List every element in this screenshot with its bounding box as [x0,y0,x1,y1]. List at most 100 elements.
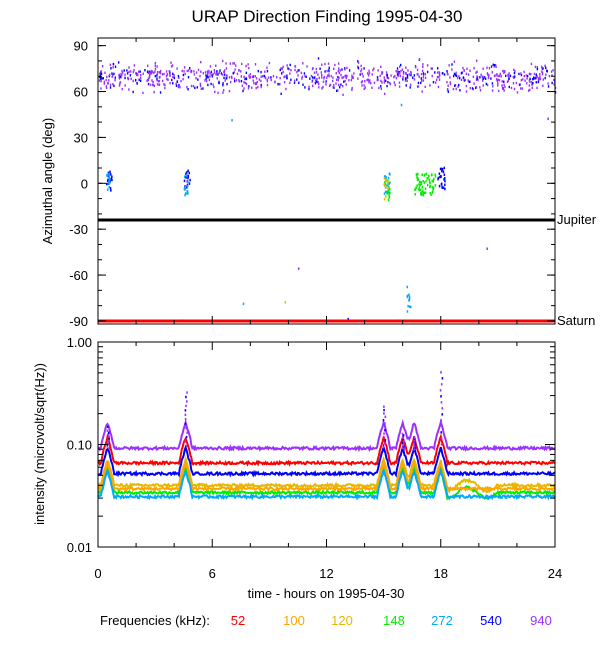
point [108,74,111,78]
point [100,79,102,83]
point [466,67,468,71]
point [485,82,488,86]
point [361,80,364,83]
point [187,175,190,178]
point [409,83,412,86]
point [492,63,494,66]
point [545,66,547,70]
point [422,72,425,75]
point [156,78,158,82]
point [185,444,188,448]
point [437,85,440,89]
point [308,87,310,91]
point [234,68,236,71]
point [106,423,109,426]
point [428,174,430,178]
point [294,64,296,68]
point [385,195,387,198]
legend-item-540: 540 [480,613,502,628]
point [279,82,281,86]
point [413,448,415,451]
point [119,75,121,78]
y-tick-label: 0 [81,176,88,191]
point [108,185,111,189]
point [379,74,381,78]
point [221,59,224,63]
chart-title: URAP Direction Finding 1995-04-30 [192,7,463,26]
point [444,179,446,183]
point [338,86,341,89]
point [413,436,416,439]
point [531,86,533,90]
point [362,75,364,78]
point [165,75,168,78]
point [384,415,387,419]
point [401,441,404,445]
point [486,66,488,69]
point [338,76,340,80]
point [327,62,330,65]
point [101,77,103,80]
point [255,82,257,85]
point [401,446,404,450]
point [130,77,132,81]
point [320,71,323,74]
point [185,404,187,408]
point [387,188,390,192]
point [442,170,445,174]
point [520,73,523,77]
point [438,72,441,75]
point [305,75,307,79]
point [139,76,142,80]
point [346,74,348,78]
point [432,177,435,181]
intensity-panel: 1.00 0.10 0.010 6 12 18 24 intensity (microvol… [32,335,562,601]
point [186,391,188,394]
point [171,78,173,82]
point [184,409,187,412]
point [360,81,363,84]
point [245,64,247,68]
point [487,75,490,78]
point [245,77,248,81]
point [202,72,205,75]
point [415,173,418,176]
point [278,82,280,86]
point [421,69,424,73]
point [400,103,403,107]
point [400,63,402,67]
point [254,63,257,66]
point [176,67,178,70]
point [429,184,431,188]
point [311,76,314,79]
point [280,92,282,95]
intensity-series [97,371,556,501]
point [193,70,195,73]
point [310,74,313,78]
point [434,173,436,177]
point [293,81,296,84]
point [373,81,376,84]
point [350,78,353,82]
point [163,83,165,86]
point [284,75,286,78]
point [129,74,132,77]
point [438,74,441,77]
point [297,74,299,77]
point [308,85,310,89]
point [100,87,102,90]
point [337,70,340,73]
point [376,78,378,82]
point [175,82,177,86]
point [440,449,443,452]
point [158,83,160,87]
point [408,293,410,297]
point [507,73,509,76]
point [103,80,106,84]
point [118,84,121,87]
point [547,82,549,85]
point [434,184,437,187]
burst-spike [413,436,417,452]
point [469,69,471,72]
point [341,84,344,88]
